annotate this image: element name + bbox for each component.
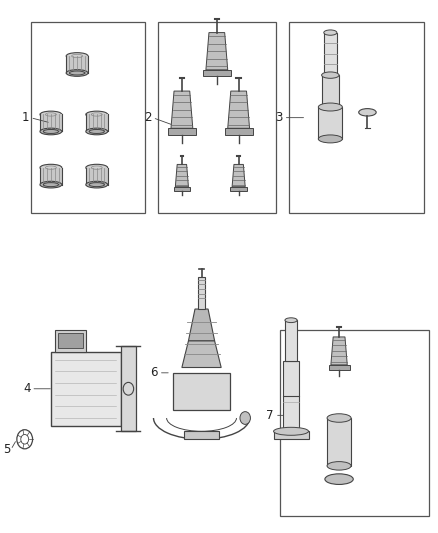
Bar	[328, 365, 350, 369]
Ellipse shape	[89, 130, 104, 133]
Ellipse shape	[40, 111, 62, 118]
Bar	[86, 115, 108, 132]
Ellipse shape	[327, 414, 351, 422]
Text: 7: 7	[266, 409, 274, 422]
Bar	[86, 167, 108, 184]
Bar	[283, 361, 299, 431]
Ellipse shape	[274, 427, 308, 435]
Text: 3: 3	[275, 111, 283, 124]
Ellipse shape	[318, 103, 343, 111]
Bar	[289, 22, 424, 213]
Ellipse shape	[66, 70, 88, 76]
Polygon shape	[206, 33, 228, 70]
Bar	[66, 56, 88, 73]
Ellipse shape	[285, 318, 297, 322]
Polygon shape	[188, 309, 215, 341]
Ellipse shape	[86, 111, 108, 118]
Ellipse shape	[86, 181, 108, 188]
Bar	[55, 330, 86, 352]
Ellipse shape	[40, 181, 62, 188]
Polygon shape	[232, 165, 245, 187]
Bar	[173, 373, 230, 410]
Bar	[40, 167, 62, 184]
Ellipse shape	[325, 474, 353, 484]
Polygon shape	[182, 341, 221, 368]
Bar	[40, 115, 62, 132]
Ellipse shape	[89, 183, 104, 187]
Bar	[203, 70, 231, 76]
Ellipse shape	[321, 72, 339, 78]
Polygon shape	[228, 91, 250, 128]
Ellipse shape	[66, 53, 88, 59]
Ellipse shape	[86, 128, 108, 135]
Bar	[324, 33, 337, 75]
Polygon shape	[331, 337, 347, 365]
Bar	[318, 107, 343, 139]
Bar	[168, 128, 196, 135]
Bar	[321, 75, 339, 107]
Bar	[280, 330, 428, 516]
Ellipse shape	[40, 128, 62, 135]
Polygon shape	[171, 91, 193, 128]
Ellipse shape	[324, 30, 337, 35]
Bar	[198, 277, 205, 309]
Bar	[225, 128, 253, 135]
Ellipse shape	[70, 71, 85, 75]
Bar	[158, 22, 276, 213]
Text: 4: 4	[23, 382, 30, 395]
Bar	[31, 22, 145, 213]
Ellipse shape	[359, 109, 376, 116]
Ellipse shape	[43, 130, 59, 133]
Bar	[51, 352, 121, 426]
Circle shape	[240, 411, 251, 424]
Ellipse shape	[40, 164, 62, 171]
Polygon shape	[175, 165, 188, 187]
Bar	[184, 431, 219, 439]
Ellipse shape	[318, 135, 343, 143]
Text: 6: 6	[150, 366, 158, 379]
Bar	[274, 431, 308, 439]
Ellipse shape	[86, 164, 108, 171]
Text: 5: 5	[3, 443, 11, 456]
Bar	[121, 346, 136, 431]
Bar	[173, 187, 190, 191]
Bar	[285, 320, 297, 361]
Ellipse shape	[43, 183, 59, 187]
Ellipse shape	[327, 462, 351, 470]
Text: 2: 2	[144, 111, 151, 124]
Bar	[230, 187, 247, 191]
Bar	[58, 334, 83, 349]
Bar	[327, 418, 351, 466]
Text: 1: 1	[21, 111, 29, 124]
